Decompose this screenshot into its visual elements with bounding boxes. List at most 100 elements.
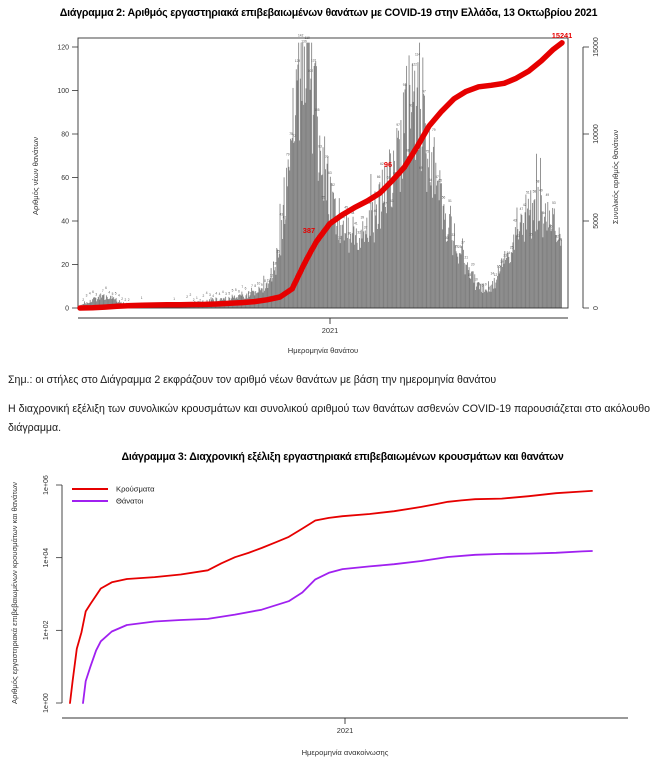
bar-count-label: 12: [494, 273, 498, 277]
bar-count-label: 142: [298, 33, 304, 37]
diagram3-series-group: [69, 489, 593, 704]
series-line-Κρούσματα: [69, 489, 593, 704]
bar-count-label: 64: [429, 178, 433, 182]
plot-box: [77, 37, 569, 309]
bar-count-label: 35: [529, 232, 533, 236]
bar-count-label: 102: [308, 69, 314, 73]
bar-count-label: 105: [314, 108, 320, 112]
y-right-tick-label: 0: [593, 306, 600, 310]
bar-count-label: 30: [348, 231, 352, 235]
bar-count-label: 43: [390, 199, 394, 203]
bar-count-label: 43: [513, 219, 517, 223]
y-left-tick-label: 100: [57, 88, 69, 95]
bar-count-label: 3: [209, 293, 211, 297]
bar-count-label: 30: [559, 238, 563, 242]
bar-count-label: 6: [482, 283, 484, 287]
bar-count-label: 2: [189, 293, 191, 297]
bar-count-label: 63: [328, 171, 332, 175]
y-tick-label: 1e+06: [43, 475, 50, 495]
bar-count-label: 9: [485, 282, 487, 286]
bar-count-label: 2: [82, 298, 84, 302]
bar-count-label: 27: [461, 241, 465, 245]
bar-count-label: 4: [212, 294, 214, 298]
bar-count-label: 1: [196, 296, 198, 300]
y-left-tick-label: 40: [61, 219, 69, 226]
bar-count-label: 2: [199, 298, 201, 302]
diagram2-title: Διάγραμμα 2: Αριθμός εργαστηριακά επιβεβ…: [59, 7, 598, 19]
bar-count-label: 62: [380, 162, 384, 166]
bar-count-label: 31: [338, 236, 342, 240]
cumulative-deaths-line-group: [77, 40, 565, 311]
bar-count-label: 4: [108, 291, 110, 295]
bar-count-label: 2: [121, 297, 123, 301]
cumulative-deaths-line: [77, 40, 565, 311]
bar-count-label: 65: [439, 178, 443, 182]
bar-count-label: 53: [552, 201, 556, 205]
bar-count-label: 25: [510, 245, 514, 249]
y-tick-label: 1e+00: [43, 693, 50, 713]
y-left-tick-label: 0: [65, 306, 69, 313]
bar-count-label: 51: [526, 190, 530, 194]
bar-count-label: 91: [409, 103, 413, 107]
diagram3-y-label: Αριθμός εργαστηριακά επιβεβαιωμένων κρου…: [10, 482, 19, 704]
bar-count-label: 8: [264, 279, 266, 283]
bar-count-label: 10: [474, 277, 478, 281]
bar-count-label: 19: [500, 260, 504, 264]
y-left-tick-label: 80: [61, 132, 69, 139]
bar-count-label: 75: [289, 132, 293, 136]
bar-count-label: 47: [520, 207, 524, 211]
bar-count-label: 5: [232, 288, 234, 292]
cumulative-value-label: 387: [303, 226, 315, 235]
y-tick-label: 1e+04: [43, 548, 50, 568]
bar-count-label: 3: [86, 293, 88, 297]
bar-count-label: 44: [542, 211, 546, 215]
bar-count-label: 97: [422, 89, 426, 93]
bar-count-label: 8: [254, 284, 256, 288]
diagram3-legend: Κρούσματα Θάνατοι: [72, 485, 155, 506]
bar-count-label: 2: [186, 295, 188, 299]
bar-count-label: 69: [419, 166, 423, 170]
bar-count-label: 33: [451, 233, 455, 237]
y-left-tick-label: 60: [61, 175, 69, 182]
bar-count-label: 122: [412, 62, 418, 66]
bar-count-label: 40: [374, 209, 378, 213]
diagram3-plot: 1e+00 1e+02 1e+04 1e+06 2021 Κρούσματα Θάνατο…: [10, 475, 628, 757]
bar-count-label: 68: [406, 149, 410, 153]
bar-count-label: 66: [377, 175, 381, 179]
bar-count-label: 4: [99, 294, 101, 298]
bar-count-label: 1: [141, 296, 143, 300]
bar-count-label: 79: [432, 128, 436, 132]
bar-count-label: 49: [546, 193, 550, 197]
diagram3-title: Διάγραμμα 3: Διαχρονική εξέλιξη εργαστηρ…: [121, 451, 564, 463]
bar-count-label: 5: [228, 292, 230, 296]
bar-count-label: 41: [283, 215, 287, 219]
bar-count-label: 7: [102, 289, 104, 293]
bar-count-label: 11: [267, 278, 271, 282]
bar-count-label: 39: [361, 215, 365, 219]
bar-count-label: 58: [536, 180, 540, 184]
bar-count-label: 114: [415, 53, 420, 57]
bar-count-label: 43: [279, 212, 283, 216]
bar-count-label: 131: [311, 58, 317, 62]
bar-count-label: 139: [301, 40, 307, 44]
series-line-Θάνατοι: [82, 550, 593, 704]
bar-count-label: 15: [468, 273, 472, 277]
legend-label: Κρούσματα: [116, 485, 155, 494]
bar-count-label: 21: [464, 255, 468, 259]
bar-count-label: 51: [448, 199, 452, 203]
bar-count-label: 2: [193, 298, 195, 302]
y-tick-label: 1e+02: [43, 620, 50, 640]
bar-count-label: 2: [128, 298, 130, 302]
bar-count-label: 24: [507, 251, 511, 255]
bar-count-label: 1: [173, 297, 175, 301]
bar-count-label: 7: [251, 284, 253, 288]
bar-count-label: 4: [219, 292, 221, 296]
bar-count-label: 29: [455, 245, 459, 249]
note-text: Σημ.: οι στήλες στο Διάγραμμα 2 εκφράζου…: [8, 374, 497, 386]
y-right-tick-label: 10000: [593, 124, 600, 144]
bar-count-label: 37: [364, 226, 368, 230]
diagram2-y-left-label: Αριθμός νέων θανάτων: [31, 137, 40, 215]
bar-count-label: 4: [215, 291, 217, 295]
bar-count-label: 20: [471, 263, 475, 267]
